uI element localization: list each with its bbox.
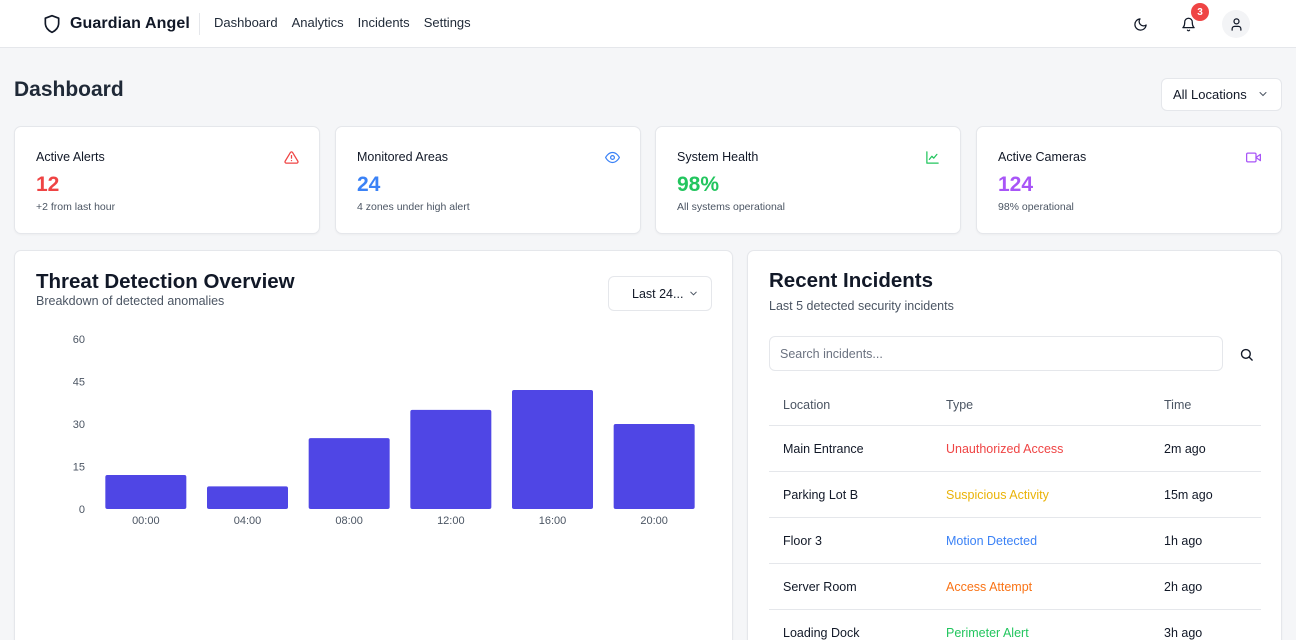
- video-camera-icon: [1246, 150, 1262, 166]
- shield-icon: [42, 13, 62, 35]
- incident-type: Perimeter Alert: [946, 625, 1029, 640]
- chart-card-title: Threat Detection Overview: [36, 270, 295, 293]
- stat-value: 24: [357, 173, 381, 196]
- chart-bar[interactable]: [613, 424, 695, 509]
- stat-label: Active Cameras: [998, 150, 1087, 164]
- chart-bar[interactable]: [410, 409, 492, 509]
- time-range-value: Last 24...: [632, 286, 684, 301]
- dark-mode-toggle[interactable]: [1128, 12, 1152, 36]
- search-incidents-input[interactable]: [769, 336, 1223, 371]
- bell-icon: [1181, 17, 1196, 32]
- brand[interactable]: Guardian Angel: [42, 12, 190, 36]
- column-header-type[interactable]: Type: [946, 397, 974, 412]
- stat-subtext: 98% operational: [998, 201, 1074, 213]
- table-row[interactable]: Loading Dock Perimeter Alert 3h ago: [769, 610, 1261, 640]
- user-icon: [1229, 17, 1244, 32]
- stat-subtext: All systems operational: [677, 201, 785, 213]
- search-button[interactable]: [1235, 343, 1257, 365]
- moon-icon: [1133, 17, 1148, 32]
- incident-type: Unauthorized Access: [946, 441, 1064, 456]
- stat-card-system-health: System Health 98% All systems operationa…: [655, 126, 961, 234]
- top-navbar: Guardian Angel Dashboard Analytics Incid…: [0, 0, 1296, 48]
- stat-card-active-cameras: Active Cameras 124 98% operational: [976, 126, 1282, 234]
- stat-subtext: +2 from last hour: [36, 201, 116, 213]
- x-tick-label: 00:00: [132, 515, 160, 527]
- table-row[interactable]: Parking Lot B Suspicious Activity 15m ag…: [769, 472, 1261, 518]
- brand-name: Guardian Angel: [70, 15, 190, 32]
- incidents-card-subtitle: Last 5 detected security incidents: [769, 299, 954, 313]
- location-select[interactable]: All Locations: [1161, 78, 1282, 111]
- chevron-down-icon: [688, 288, 699, 302]
- x-tick-label: 20:00: [640, 515, 668, 527]
- main-nav: Dashboard Analytics Incidents Settings: [214, 15, 485, 30]
- incident-location: Server Room: [783, 579, 857, 594]
- incident-time: 2m ago: [1164, 441, 1206, 456]
- line-chart-icon: [925, 150, 941, 166]
- y-tick-label: 45: [73, 377, 85, 389]
- chart-bar[interactable]: [105, 475, 187, 509]
- time-range-select[interactable]: Last 24...: [608, 276, 712, 311]
- y-tick-label: 15: [73, 462, 85, 474]
- column-header-time[interactable]: Time: [1164, 397, 1192, 412]
- stat-label: System Health: [677, 150, 759, 164]
- incident-type: Access Attempt: [946, 579, 1033, 594]
- y-tick-label: 30: [73, 419, 85, 431]
- table-row[interactable]: Floor 3 Motion Detected 1h ago: [769, 518, 1261, 564]
- threat-detection-card: Threat Detection Overview Breakdown of d…: [14, 250, 733, 640]
- notifications-button[interactable]: [1176, 12, 1200, 36]
- user-menu-button[interactable]: [1222, 10, 1250, 38]
- nav-incidents[interactable]: Incidents: [357, 15, 410, 30]
- incident-time: 2h ago: [1164, 579, 1203, 594]
- table-header: Location Type Time: [769, 384, 1261, 426]
- alert-triangle-icon: [284, 150, 300, 166]
- incident-location: Floor 3: [783, 533, 822, 548]
- stat-subtext: 4 zones under high alert: [357, 201, 470, 213]
- incident-time: 1h ago: [1164, 533, 1203, 548]
- incident-location: Loading Dock: [783, 625, 860, 640]
- chart-card-subtitle: Breakdown of detected anomalies: [36, 294, 225, 308]
- nav-analytics[interactable]: Analytics: [291, 15, 344, 30]
- y-tick-label: 60: [73, 334, 85, 346]
- incident-type: Motion Detected: [946, 533, 1038, 548]
- incident-time: 15m ago: [1164, 487, 1213, 502]
- nav-settings[interactable]: Settings: [423, 15, 471, 30]
- table-row[interactable]: Server Room Access Attempt 2h ago: [769, 564, 1261, 610]
- stat-card-active-alerts: Active Alerts 12 +2 from last hour: [14, 126, 320, 234]
- incidents-card-title: Recent Incidents: [769, 269, 934, 292]
- chevron-down-icon: [1257, 88, 1269, 103]
- stat-value: 98%: [677, 173, 720, 196]
- search-icon: [1239, 347, 1254, 362]
- nav-divider: [199, 13, 200, 35]
- nav-dashboard[interactable]: Dashboard: [214, 15, 278, 30]
- notification-badge: 3: [1191, 3, 1209, 21]
- stat-value: 12: [36, 173, 60, 196]
- column-header-location[interactable]: Location: [783, 397, 831, 412]
- incident-location: Parking Lot B: [783, 487, 859, 502]
- recent-incidents-card: Recent Incidents Last 5 detected securit…: [747, 250, 1282, 640]
- incident-time: 3h ago: [1164, 625, 1203, 640]
- incidents-table: Location Type Time Main Entrance Unautho…: [769, 384, 1261, 640]
- chart-bar[interactable]: [207, 486, 288, 509]
- chart-bar[interactable]: [308, 438, 390, 509]
- threat-bar-chart: 0 15 30 45 60 00:00 04:00 08:00 12:00 16:00 20:00: [73, 334, 695, 527]
- x-tick-label: 04:00: [234, 515, 262, 527]
- stat-label: Active Alerts: [36, 150, 105, 164]
- incident-type: Suspicious Activity: [946, 487, 1049, 502]
- table-row[interactable]: Main Entrance Unauthorized Access 2m ago: [769, 426, 1261, 472]
- stat-label: Monitored Areas: [357, 150, 449, 164]
- incident-location: Main Entrance: [783, 441, 864, 456]
- chart-bar[interactable]: [512, 390, 593, 509]
- eye-icon: [605, 150, 621, 166]
- x-tick-label: 16:00: [539, 515, 567, 527]
- y-tick-label: 0: [79, 504, 85, 516]
- location-select-value: All Locations: [1173, 87, 1247, 102]
- x-tick-label: 08:00: [335, 515, 363, 527]
- page-title: Dashboard: [14, 78, 124, 101]
- stat-value: 124: [998, 173, 1034, 196]
- stat-card-monitored-areas: Monitored Areas 24 4 zones under high al…: [335, 126, 641, 234]
- x-tick-label: 12:00: [437, 515, 465, 527]
